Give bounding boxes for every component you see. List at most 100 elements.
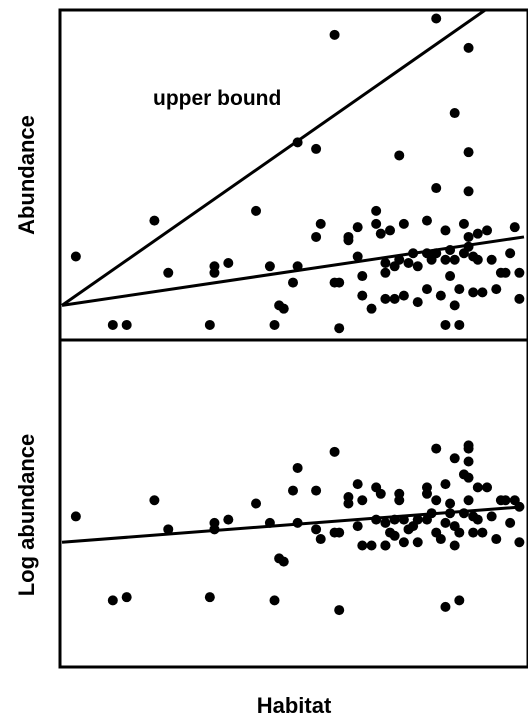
top-data-point bbox=[440, 225, 451, 236]
bottom-data-point bbox=[149, 495, 160, 506]
top-data-point bbox=[389, 293, 400, 304]
top-data-point bbox=[357, 271, 368, 282]
bottom-data-point bbox=[107, 595, 118, 606]
bottom-data-point bbox=[449, 540, 460, 551]
bottom-data-point bbox=[311, 524, 322, 535]
top-data-point bbox=[509, 222, 520, 233]
bottom-data-point bbox=[209, 524, 220, 535]
top-data-point bbox=[403, 258, 414, 269]
bottom-data-point bbox=[472, 514, 483, 525]
bottom-data-point bbox=[463, 495, 474, 506]
bottom-data-point bbox=[435, 534, 446, 545]
top-data-point bbox=[463, 186, 474, 197]
top-data-point bbox=[70, 251, 81, 262]
bottom-data-point bbox=[440, 517, 451, 528]
bottom-data-point bbox=[204, 592, 215, 603]
x-axis-label: Habitat bbox=[257, 693, 332, 718]
bottom-data-point bbox=[352, 479, 363, 490]
top-data-point bbox=[472, 228, 483, 239]
bottom-data-point bbox=[366, 540, 377, 551]
top-data-point bbox=[463, 241, 474, 252]
top-data-point bbox=[454, 319, 465, 330]
bottom-data-point bbox=[311, 485, 322, 496]
top-data-point bbox=[431, 183, 442, 194]
bottom-data-point bbox=[445, 498, 456, 509]
top-data-point bbox=[334, 323, 345, 334]
bottom-data-point bbox=[343, 492, 354, 503]
top-y-axis-label: Abundance bbox=[14, 115, 39, 235]
top-data-point bbox=[463, 147, 474, 158]
top-data-point bbox=[352, 251, 363, 262]
bottom-data-point bbox=[380, 517, 391, 528]
top-data-point bbox=[435, 290, 446, 301]
top-upper-bound-line bbox=[61, 10, 488, 307]
bottom-data-point bbox=[454, 527, 465, 538]
bottom-data-point bbox=[292, 462, 303, 473]
top-data-point bbox=[366, 303, 377, 314]
top-data-point bbox=[380, 258, 391, 269]
top-data-point bbox=[472, 254, 483, 265]
top-data-point bbox=[449, 300, 460, 311]
bottom-data-point bbox=[486, 511, 497, 522]
bottom-data-point bbox=[440, 479, 451, 490]
top-data-point bbox=[343, 235, 354, 246]
top-data-point bbox=[315, 218, 326, 229]
bottom-data-point bbox=[315, 534, 326, 545]
top-data-point bbox=[458, 218, 469, 229]
bottom-data-point bbox=[264, 517, 275, 528]
bottom-data-point bbox=[477, 527, 488, 538]
top-data-point bbox=[371, 205, 382, 216]
top-data-point bbox=[486, 254, 497, 265]
top-data-point bbox=[421, 215, 432, 226]
bottom-data-point bbox=[223, 514, 234, 525]
bottom-data-point bbox=[463, 443, 474, 454]
bottom-data-point bbox=[421, 482, 432, 493]
bottom-data-point bbox=[449, 453, 460, 464]
top-data-point bbox=[412, 261, 423, 272]
top-data-point bbox=[352, 222, 363, 233]
top-data-point bbox=[398, 218, 409, 229]
top-data-point bbox=[163, 267, 174, 278]
bottom-data-point bbox=[431, 495, 442, 506]
bottom-data-point bbox=[500, 495, 511, 506]
top-data-point bbox=[431, 13, 442, 24]
top-data-point bbox=[440, 319, 451, 330]
top-data-point bbox=[288, 277, 298, 288]
bottom-data-point bbox=[251, 498, 262, 509]
top-data-point bbox=[449, 254, 460, 265]
top-fit-line bbox=[61, 235, 525, 307]
bottom-data-point bbox=[440, 601, 451, 612]
top-data-point bbox=[394, 150, 405, 161]
bottom-data-point bbox=[482, 482, 493, 493]
bottom-data-point bbox=[375, 488, 386, 499]
bottom-data-point bbox=[426, 508, 437, 519]
top-data-point bbox=[398, 290, 409, 301]
bottom-data-point bbox=[514, 501, 525, 512]
bottom-data-point bbox=[288, 485, 298, 496]
bottom-data-point bbox=[334, 527, 345, 538]
top-data-point bbox=[514, 267, 525, 278]
top-data-point bbox=[408, 248, 419, 259]
bottom-data-point bbox=[394, 495, 405, 506]
bottom-data-point bbox=[454, 595, 465, 606]
top-data-point bbox=[264, 261, 275, 272]
top-data-point bbox=[440, 254, 451, 265]
top-data-point bbox=[449, 108, 460, 119]
bottom-data-point bbox=[329, 446, 340, 457]
top-data-point bbox=[505, 248, 516, 259]
bottom-data-point bbox=[472, 482, 483, 493]
bottom-data-point bbox=[389, 514, 400, 525]
bottom-data-point bbox=[463, 456, 474, 467]
top-data-point bbox=[491, 284, 502, 295]
top-data-point bbox=[204, 319, 215, 330]
bottom-data-point bbox=[514, 537, 525, 548]
bottom-data-point bbox=[431, 443, 442, 454]
top-data-point bbox=[278, 303, 289, 314]
top-panel-points bbox=[70, 13, 525, 334]
top-data-point bbox=[121, 319, 132, 330]
bottom-data-point bbox=[491, 534, 502, 545]
bottom-data-point bbox=[468, 527, 479, 538]
bottom-y-axis-label: Log abundance bbox=[14, 434, 39, 597]
top-data-point bbox=[468, 287, 479, 298]
